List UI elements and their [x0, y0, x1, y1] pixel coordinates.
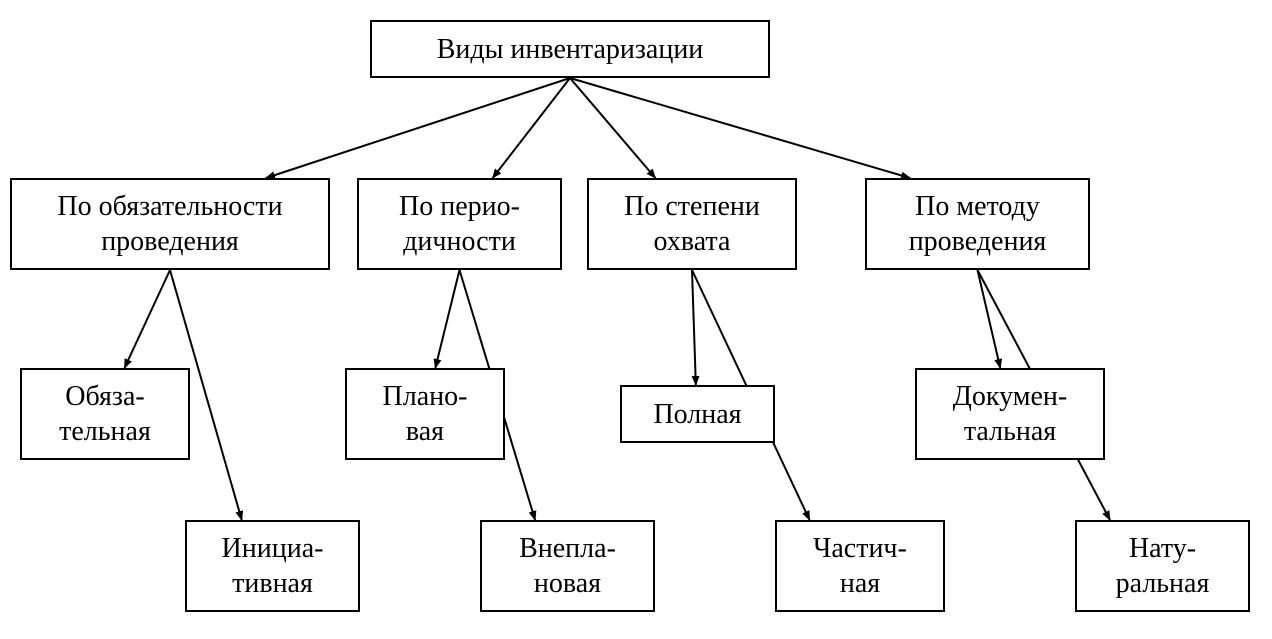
node-cat2: По перио- дичности	[357, 178, 562, 270]
node-leaf4b: Нату- ральная	[1075, 520, 1250, 612]
node-cat1: По обязательности проведения	[10, 178, 330, 270]
node-leaf3b: Частич- ная	[775, 520, 945, 612]
node-leaf1a: Обяза- тельная	[20, 368, 190, 460]
node-leaf2a: Плано- вая	[345, 368, 505, 460]
node-cat4: По методу проведения	[865, 178, 1090, 270]
node-leaf4a: Докумен- тальная	[915, 368, 1105, 460]
node-leaf3a: Полная	[620, 385, 775, 443]
node-cat3: По степени охвата	[587, 178, 797, 270]
node-root: Виды инвентаризации	[370, 20, 770, 78]
node-leaf1b: Инициа- тивная	[185, 520, 360, 612]
node-leaf2b: Внепла- новая	[480, 520, 655, 612]
